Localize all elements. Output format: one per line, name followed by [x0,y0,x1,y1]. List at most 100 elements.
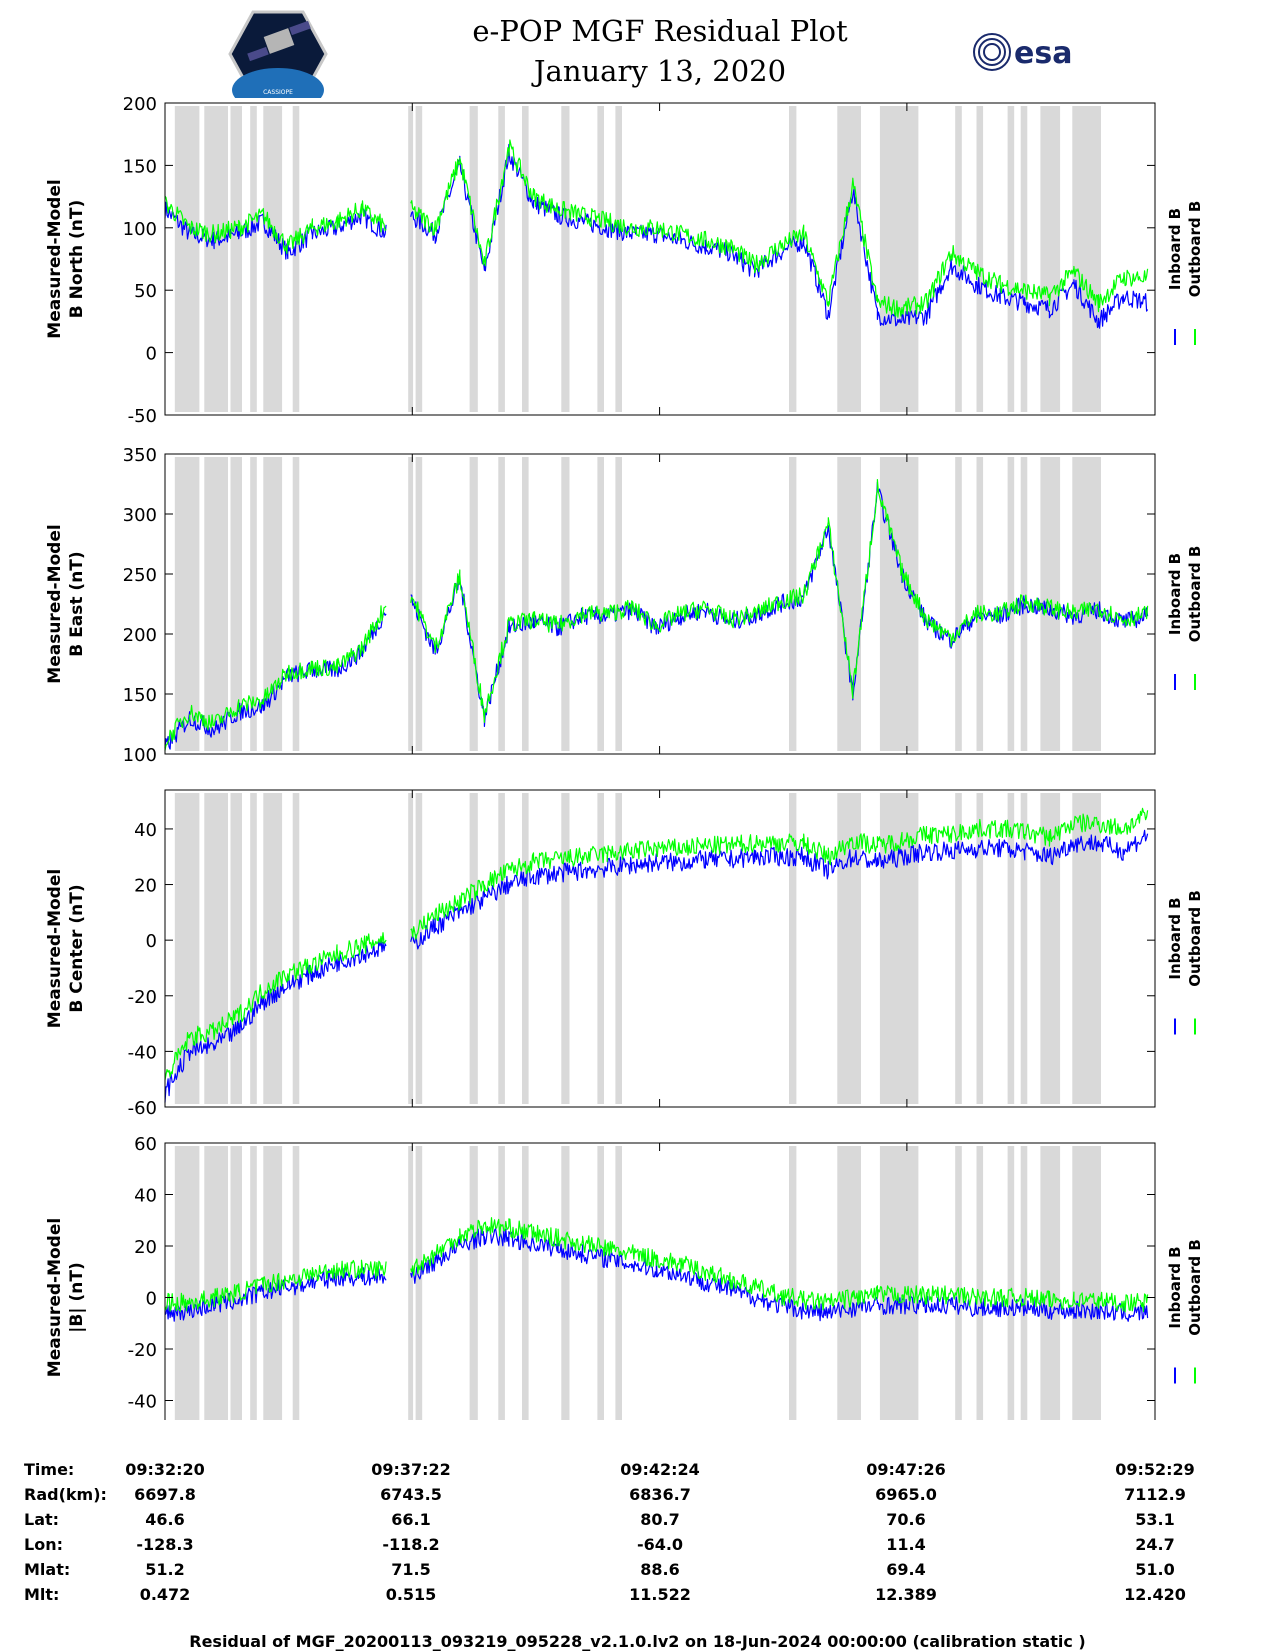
inboard-series-line [410,829,1149,950]
svg-text:esa: esa [1014,36,1072,71]
y-axis-label: B Center (nT) [67,884,87,1012]
shaded-interval [230,457,242,751]
shaded-interval [1007,1146,1015,1420]
shaded-interval [415,793,423,1104]
shaded-interval [204,1146,228,1420]
y-tick-label: -40 [128,1392,157,1413]
y-tick-label: 40 [134,820,157,841]
shaded-interval [597,106,604,412]
shaded-interval [230,106,242,412]
outboard-series-line [410,139,1149,318]
shaded-interval [498,1146,505,1420]
y-axis-label: B East (nT) [67,551,87,656]
plot-title: e-POP MGF Residual Plot [472,14,848,48]
shaded-interval [597,457,604,751]
col4-mlt: 12.389 [875,1585,937,1604]
shaded-interval [408,793,414,1104]
col5-mlt: 12.420 [1124,1585,1186,1604]
shaded-interval [522,106,529,412]
col3-lat: 80.7 [640,1510,680,1529]
y-tick-label: 40 [134,1186,157,1207]
shaded-interval [408,1146,414,1420]
shaded-interval [263,793,283,1104]
shaded-interval [837,793,861,1104]
col3-lon: -64.0 [636,1535,684,1554]
col2-mlt: 0.515 [385,1585,437,1604]
col3-rad: 6836.7 [629,1485,691,1504]
y-tick-label: 50 [134,281,157,302]
shaded-interval [408,457,414,751]
y-axis-label: Measured-Model [45,869,65,1028]
shaded-interval [615,106,622,412]
inboard-series-line [164,938,387,1103]
info-label-lon: Lon: [24,1535,63,1554]
shaded-interval [250,457,257,751]
shaded-interval [469,457,478,751]
y-tick-label: 100 [123,219,157,240]
y-tick-label: -20 [128,987,157,1008]
shaded-interval [230,1146,242,1420]
outboard-series-line [164,195,387,254]
shaded-interval [976,106,984,412]
shaded-interval [292,457,300,751]
shaded-interval [1040,1146,1061,1420]
shaded-interval [1007,793,1015,1104]
y-tick-label: 150 [123,685,157,706]
shaded-interval [561,457,570,751]
shaded-interval [204,457,228,751]
col2-time: 09:37:22 [371,1460,451,1479]
shaded-interval [976,457,984,751]
shaded-interval [498,793,505,1104]
y-axis-label: Measured-Model [45,179,65,338]
col1-lat: 46.6 [145,1510,185,1529]
shaded-interval [174,457,200,751]
y-tick-label: -40 [128,1042,157,1063]
shaded-interval [522,1146,529,1420]
col4-time: 09:47:26 [866,1460,946,1479]
shaded-interval [415,106,423,412]
shaded-interval [230,793,242,1104]
shaded-interval [263,457,283,751]
col4-mlat: 69.4 [886,1560,926,1579]
shaded-interval [469,1146,478,1420]
shaded-interval [1072,106,1101,412]
panel-2: 350 300 250 200 150 100 Measured-Model B East (… [45,445,1204,766]
outboard-series-line [410,1217,1149,1313]
shaded-interval [615,457,622,751]
y-tick-label: -60 [128,1098,157,1119]
panel-frame [164,102,1156,416]
col2-lat: 66.1 [391,1510,431,1529]
shaded-interval [976,793,984,1104]
shaded-interval [174,106,200,412]
shaded-interval [879,1146,919,1420]
shaded-interval [469,793,478,1104]
shaded-interval [250,793,257,1104]
col1-mlt: 0.472 [139,1585,191,1604]
info-label-mlat: Mlat: [24,1560,71,1579]
shaded-interval [879,106,919,412]
shaded-interval [1072,1146,1101,1420]
y-axis-label: B North (nT) [67,200,87,319]
shaded-interval [615,793,622,1104]
outboard-series-line [410,807,1149,940]
panel-1: 200 150 100 50 0 -50 Measured-Model B North (nT… [45,94,1204,427]
shaded-interval [204,793,228,1104]
y-axis-label: Measured-Model [45,1218,65,1377]
y-tick-label: 60 [134,1134,157,1155]
shaded-interval [837,1146,861,1420]
shaded-interval [469,106,478,412]
esa-logo: esa [972,30,1090,74]
y-tick-label: 300 [123,505,157,526]
shaded-interval [789,793,797,1104]
shaded-interval [204,106,228,412]
panel-3: 40 20 0 -20 -40 -60 Measured-Model B Center (nT… [45,789,1204,1119]
y-tick-label: 350 [123,445,157,466]
shaded-interval [597,793,604,1104]
legend-label-inboard: Inboard B [1166,553,1184,635]
shaded-interval [174,1146,200,1420]
shaded-interval [789,1146,797,1420]
legend-label-outboard: Outboard B [1186,201,1204,298]
inboard-series-line [410,1227,1149,1322]
shaded-interval [498,106,505,412]
